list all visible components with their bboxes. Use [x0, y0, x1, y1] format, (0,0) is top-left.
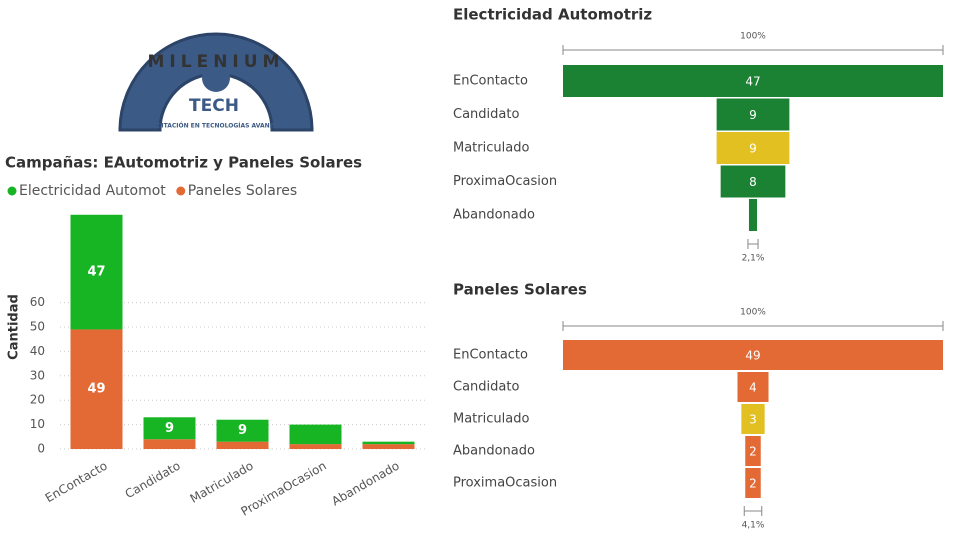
legend-marker — [7, 186, 17, 196]
bar-segment — [362, 444, 415, 449]
y-tick-label: 50 — [30, 320, 45, 334]
data-label: 9 — [238, 423, 247, 438]
y-axis-label: Cantidad — [7, 294, 22, 360]
category-label: Abandonado — [453, 208, 535, 223]
data-label: 2 — [749, 477, 757, 491]
logo-icon — [202, 64, 230, 92]
y-tick-label: 20 — [30, 393, 45, 407]
bar-segment — [143, 439, 196, 449]
funnel-bar — [745, 468, 761, 498]
y-tick-label: 60 — [30, 295, 45, 309]
data-label: 47 — [87, 265, 105, 280]
bar-segment — [216, 441, 269, 449]
logo-brand: TECH — [189, 96, 239, 116]
legend-marker — [176, 186, 186, 196]
chart-title: Campañas: EAutomotriz y Paneles Solares — [5, 154, 362, 172]
bar-segment — [143, 417, 196, 440]
data-label: 47 — [745, 75, 760, 89]
category-label: ProximaOcasion — [453, 476, 557, 491]
category-label: Matriculado — [453, 412, 529, 427]
bottom-label: 2,1% — [742, 254, 765, 264]
bar-segment — [70, 214, 123, 330]
top-label: 100% — [740, 308, 766, 318]
funnel-bar — [716, 132, 790, 164]
x-tick-label: EnContacto — [43, 459, 110, 506]
x-tick-label: Candidato — [123, 459, 183, 502]
logo-gear — [118, 32, 314, 132]
chart-title: Electricidad Automotriz — [453, 6, 652, 24]
data-label: 9 — [749, 108, 757, 122]
funnel-bar — [737, 372, 769, 402]
legend-label: Electricidad Automot — [19, 183, 166, 199]
bar-segment — [362, 441, 415, 445]
category-label: Candidato — [453, 380, 519, 395]
category-label: ProximaOcasion — [453, 174, 557, 189]
data-label: 9 — [165, 421, 174, 436]
x-tick-label: Matriculado — [188, 459, 256, 506]
y-tick-label: 40 — [30, 344, 45, 358]
funnel-bar — [563, 65, 943, 97]
funnel-bar — [716, 98, 790, 131]
logo-tagline: CAPACITACIÓN EN TECNOLOGÍAS AVANZADAS — [139, 122, 292, 130]
data-label: 3 — [749, 413, 757, 427]
funnel-bar — [745, 436, 761, 466]
bar-segment — [289, 424, 342, 445]
top-label: 100% — [740, 32, 766, 42]
data-label: 49 — [87, 382, 105, 397]
legend-label: Paneles Solares — [188, 183, 297, 199]
y-tick-label: 0 — [37, 442, 45, 456]
category-label: Candidato — [453, 107, 519, 122]
y-tick-label: 30 — [30, 368, 45, 382]
data-label: 2 — [749, 445, 757, 459]
funnel-bar — [720, 165, 786, 198]
data-label: 9 — [749, 142, 757, 156]
data-label: 49 — [745, 349, 760, 363]
funnel-bar — [741, 404, 765, 434]
bar-segment — [70, 329, 123, 449]
data-label: 8 — [749, 175, 757, 189]
bottom-label: 4,1% — [742, 521, 765, 531]
category-label: Abandonado — [453, 444, 535, 459]
logo-name: MILENIUM — [148, 52, 285, 72]
bar-segment — [216, 419, 269, 442]
logo: MILENIUM TECH CAPACITACIÓN EN TECNOLOGÍA… — [118, 32, 314, 132]
funnel-bar — [563, 340, 943, 370]
category-label: EnContacto — [453, 74, 528, 89]
chart-title: Paneles Solares — [453, 281, 587, 299]
category-label: Matriculado — [453, 141, 529, 156]
x-tick-label: Abandonado — [329, 459, 402, 509]
category-label: EnContacto — [453, 348, 528, 363]
funnel-bar — [748, 199, 758, 231]
data-label: 4 — [749, 381, 757, 395]
y-tick-label: 10 — [30, 417, 45, 431]
bar-segment — [289, 444, 342, 449]
